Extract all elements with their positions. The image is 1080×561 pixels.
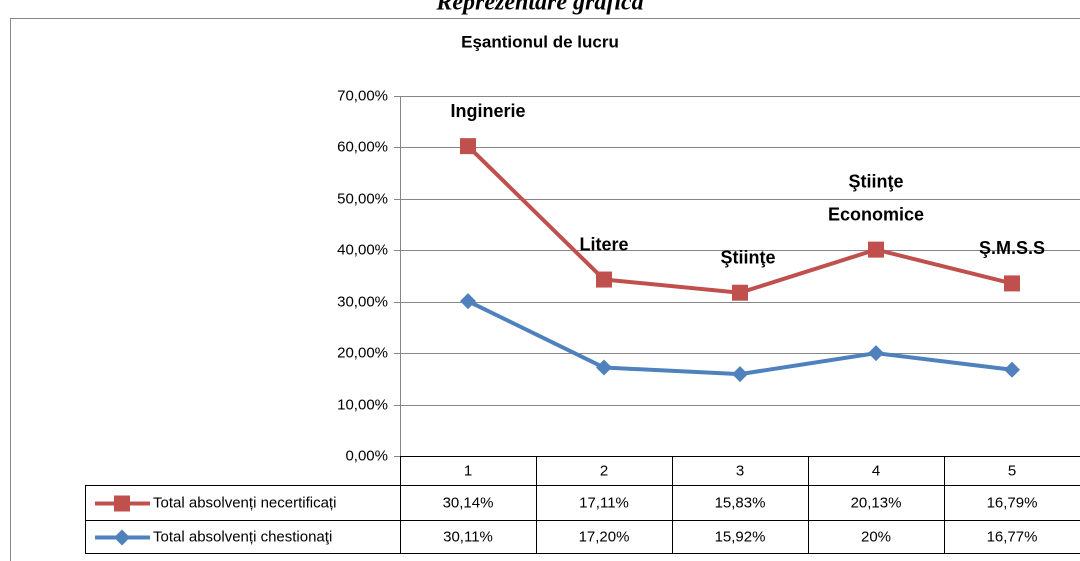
annotation: Ş.M.S.S: [979, 238, 1045, 258]
annotation: Inginerie: [450, 101, 525, 121]
chart-border: [10, 18, 1080, 561]
x-tick-label: 4: [872, 462, 880, 479]
line-series: [467, 299, 1013, 377]
point: [868, 241, 884, 258]
y-tick-label: 0,00%: [345, 447, 388, 464]
y-tick-label: 50,00%: [337, 190, 388, 207]
table-value: 30,11%: [443, 528, 493, 545]
table-value: 15,92%: [715, 528, 766, 545]
legend-marker: [114, 495, 130, 512]
annotation: Ştiinţe: [720, 247, 775, 267]
table-value: 16,77%: [987, 528, 1038, 545]
x-tick-label: 1: [464, 462, 472, 479]
line-series: [466, 144, 1013, 295]
point: [1004, 275, 1020, 292]
y-tick-label: 10,00%: [337, 396, 388, 413]
point: [460, 138, 476, 155]
y-tick-label: 40,00%: [337, 241, 388, 258]
table-value: 20%: [861, 528, 891, 545]
table-value: 20,13%: [851, 494, 902, 511]
x-tick-label: 5: [1008, 462, 1016, 479]
y-tick-label: 60,00%: [337, 138, 388, 155]
point: [1004, 361, 1020, 378]
x-tick-label: 3: [736, 462, 744, 479]
point: [460, 293, 476, 310]
legend-label: Total absolvenți necertificați: [153, 494, 336, 511]
table-value: 30,14%: [443, 494, 494, 511]
annotation: Litere: [579, 234, 628, 254]
table-value: 17,20%: [579, 528, 630, 545]
point: [732, 284, 748, 301]
table-value: 17,11%: [579, 494, 629, 511]
point: [732, 366, 748, 383]
chart-title: Eşantionul de lucru: [461, 32, 619, 51]
y-tick-label: 70,00%: [337, 87, 388, 104]
legend-label: Total absolvenți chestionaţi: [153, 528, 332, 545]
legend-marker: [114, 529, 130, 546]
table-value: 16,79%: [987, 494, 1038, 511]
annotation: Economice: [828, 204, 924, 224]
x-tick-label: 2: [600, 462, 608, 479]
annotation: Ştiinţe: [848, 171, 903, 191]
y-tick-label: 30,00%: [337, 293, 388, 310]
point: [596, 359, 612, 376]
y-tick-label: 20,00%: [337, 344, 388, 361]
table-value: 15,83%: [715, 494, 766, 511]
point: [868, 345, 884, 362]
page-title: Reprezentare grafica: [435, 0, 643, 16]
point: [596, 271, 612, 288]
